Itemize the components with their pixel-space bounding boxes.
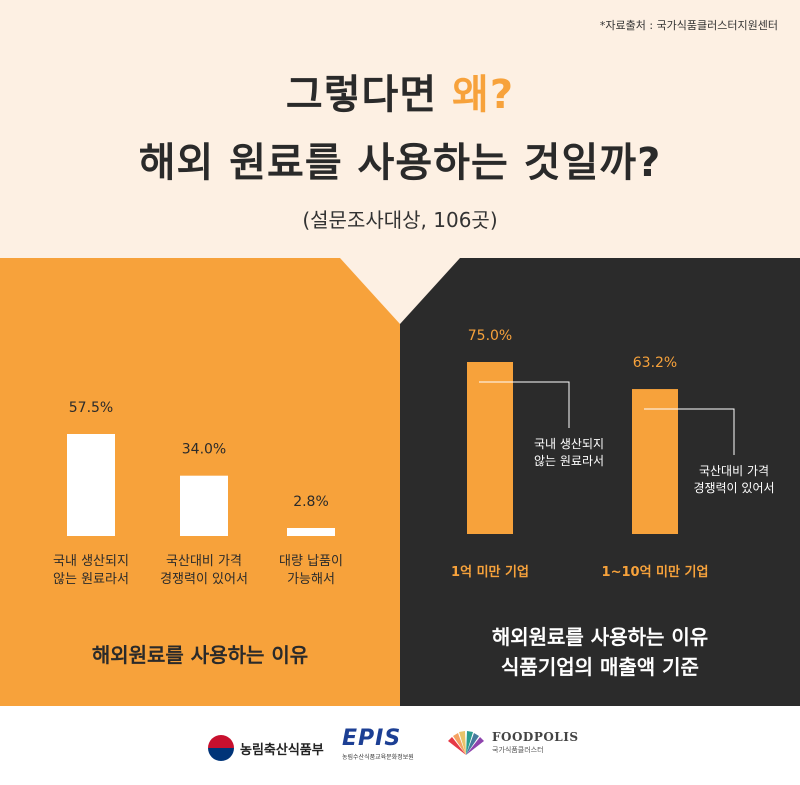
chart-title-line: 식품기업의 매출액 기준 [501, 655, 699, 679]
survey-note: (설문조사대상, 106곳) [302, 208, 498, 232]
right-annotation-0: 국내 생산되지 않는 원료라서 [534, 437, 604, 468]
left-value-label-0: 57.5% [69, 400, 113, 416]
foodpolis-subtitle: 국가식품클러스터 [492, 746, 544, 754]
chart-title-line: 해외원료를 사용하는 이유 [491, 625, 709, 649]
foodpolis-wordmark: FOODPOLIS [492, 730, 579, 744]
charts-canvas: 57.5% 국내 생산되지 않는 원료라서 34.0% 국산대비 가격 경쟁력이 있어서 2… [0, 258, 800, 706]
source-note: *자료출처 : 국가식품클러스터지원센터 [599, 19, 778, 32]
left-category-label-2: 대량 납품이 가능해서 [279, 554, 343, 587]
left-bar-0 [67, 434, 115, 536]
right-category-label-1: 1~10억 미만 기업 [602, 564, 709, 580]
left-category-label-1: 국산대비 가격 경쟁력이 있어서 [160, 554, 248, 587]
chart-title-line: 해외원료를 사용하는 이유 [91, 643, 309, 667]
left-value-label-1: 34.0% [182, 442, 226, 458]
right-callout-line-0 [479, 381, 570, 428]
taegeuk-icon [208, 735, 234, 761]
fan-icon [448, 730, 484, 755]
right-value-label-1: 63.2% [633, 355, 677, 371]
left-chart-title: 해외원료를 사용하는 이유 [0, 640, 400, 670]
right-callout-line-1 [644, 408, 735, 456]
headline-line1: 그렇다면 왜? [0, 62, 800, 120]
right-annotation-1: 국산대비 가격 경쟁력이 있어서 [693, 464, 774, 495]
epis-logo: EPIS 농림수산식품교육문화정보원 [342, 726, 414, 761]
footer: 농림축산식품부 EPIS 농림수산식품교육문화정보원 FOODPOLIS 국가식… [0, 706, 800, 785]
right-bar-0 [467, 362, 513, 534]
left-bar-2 [287, 528, 335, 536]
pointer-notch [340, 258, 460, 324]
header-section: *자료출처 : 국가식품클러스터지원센터 그렇다면 왜? 해외 원료를 사용하는… [0, 0, 800, 258]
ministry-logo: 농림축산식품부 [208, 735, 324, 761]
headline-accent: 왜? [452, 72, 515, 118]
epis-wordmark: EPIS [342, 726, 402, 751]
right-bar-1 [632, 389, 678, 534]
ministry-name: 농림축산식품부 [240, 742, 324, 758]
headline-line2: 해외 원료를 사용하는 것일까? [138, 140, 662, 186]
headline-prefix: 그렇다면 [285, 72, 453, 118]
left-value-label-2: 2.8% [293, 494, 329, 510]
right-value-label-0: 75.0% [468, 328, 512, 344]
right-panel-bg [400, 258, 800, 706]
epis-subtitle: 농림수산식품교육문화정보원 [342, 754, 414, 761]
foodpolis-logo: FOODPOLIS 국가식품클러스터 [446, 730, 579, 755]
left-category-label-0: 국내 생산되지 않는 원료라서 [53, 554, 129, 587]
right-category-label-0: 1억 미만 기업 [451, 564, 529, 580]
left-bar-1 [180, 475, 228, 536]
